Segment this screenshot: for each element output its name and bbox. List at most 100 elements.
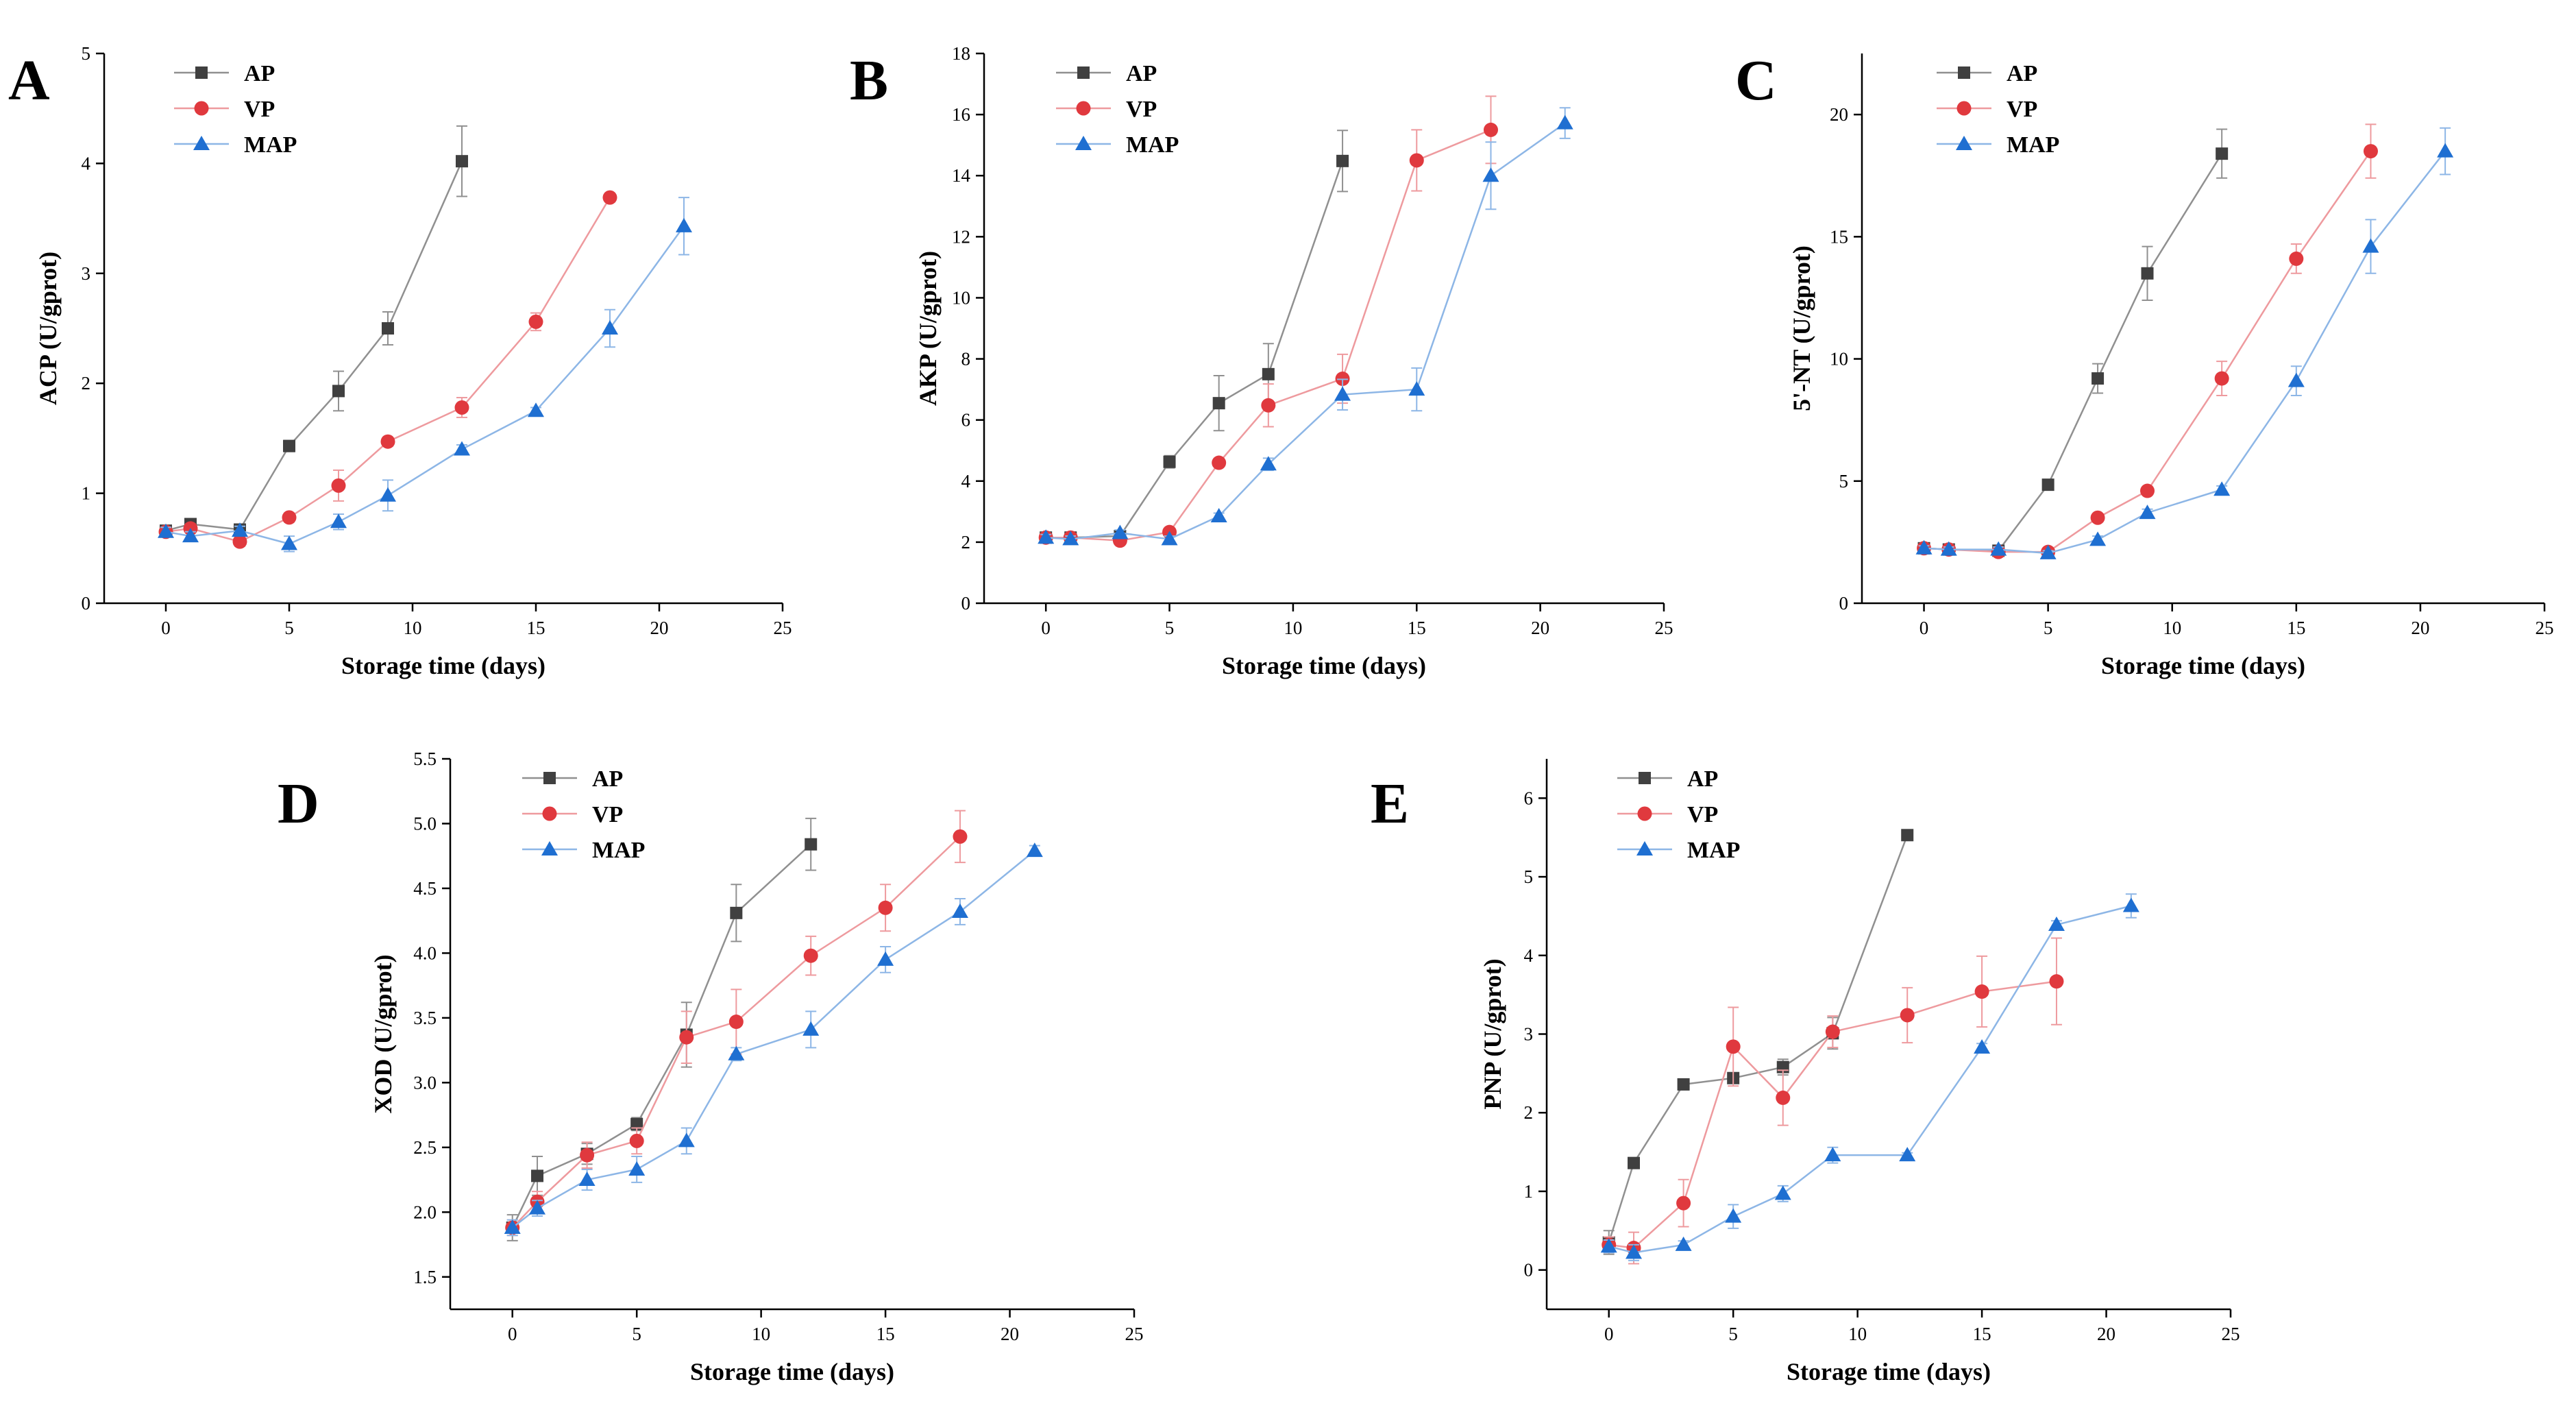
panel-d-ap-line — [511, 843, 812, 1228]
panel-d-map-point — [877, 951, 894, 966]
panel-c-vp-point — [2289, 251, 2304, 266]
panel-b-x-tick-label: 25 — [1655, 618, 1673, 638]
panel-b-x-tick-label: 15 — [1408, 618, 1426, 638]
panel-b-vp-point — [1261, 398, 1276, 413]
panel-a-map-line — [165, 226, 685, 545]
panel-c-ap-point — [2216, 147, 2229, 160]
panel-a-map-point — [380, 487, 396, 502]
panel-c-map-point — [2287, 372, 2305, 387]
panel-b-series-vp — [1038, 95, 1498, 548]
panel-d-legend-label-ap: AP — [592, 766, 623, 792]
panel-a-x-tick-label: 25 — [774, 618, 792, 638]
panel-a-map-point — [454, 441, 470, 456]
panel-d-map-point — [504, 1219, 521, 1234]
panel-a-legend: AP VP MAP — [174, 61, 297, 158]
panel-e-series-map — [1600, 893, 2139, 1261]
panel-c-x-tick-label: 20 — [2411, 618, 2429, 638]
panel-d-y-tick-label: 2.0 — [413, 1202, 437, 1222]
panel-b-y-axis-title: AKP (U/gprot) — [914, 251, 942, 406]
panel-b-map-point — [1210, 508, 1227, 523]
panel-a-map-point — [528, 402, 544, 417]
panel-c-map-point — [2213, 481, 2231, 496]
panel-c-x-tick-label: 0 — [1919, 618, 1929, 638]
panel-a-y-tick-label: 0 — [82, 593, 91, 614]
panel-a-map-point — [281, 535, 297, 550]
panel-e-map-line — [1608, 905, 2132, 1254]
panel-b-x-axis-title: Storage time (days) — [1222, 652, 1426, 679]
panel-e-x-tick-label: 0 — [1604, 1324, 1614, 1344]
panel-d-x-tick-label: 0 — [508, 1324, 517, 1344]
panel-e-x-tick-label: 20 — [2097, 1324, 2115, 1344]
panel-b-series-map — [1038, 107, 1573, 546]
panel-a-vp-point — [331, 478, 346, 493]
panel-d-vp-point — [803, 948, 818, 963]
panel-c-y-tick-label: 0 — [1839, 593, 1849, 614]
panel-c-map-line — [1924, 150, 2446, 555]
panel-c-series-vp — [1917, 123, 2378, 559]
panel-e-ap-line — [1608, 834, 1909, 1243]
panel-a-series-map — [158, 197, 692, 553]
panel-a-vp-point — [282, 510, 297, 525]
panel-c-ap-point — [2092, 372, 2105, 385]
panel-a-ap-line — [165, 160, 463, 532]
panel-d-vp-point — [679, 1030, 694, 1045]
panel-a-ap-point — [456, 155, 468, 168]
panel-e-vp-point — [1676, 1195, 1691, 1211]
panel-d-vp-point — [878, 900, 893, 915]
panel-b-legend-marker-vp — [1076, 101, 1091, 116]
panel-e-ap-point — [1628, 1156, 1641, 1169]
panel-b-x-tick-label: 10 — [1284, 618, 1302, 638]
panel-b: 0 5 10 15 20 25 0 2 4 6 8 10 12 14 16 18 Storage time (d… — [850, 43, 1673, 679]
panel-e-vp-point — [1726, 1039, 1741, 1054]
panel-e-x-tick-label: 10 — [1848, 1324, 1867, 1344]
panel-e-letter: E — [1371, 772, 1409, 836]
panel-c-y-tick-label: 15 — [1830, 226, 1848, 247]
panel-c-y-tick-label: 10 — [1830, 349, 1848, 369]
panel-a-y-tick-label: 3 — [82, 263, 91, 284]
panel-c-vp-point — [2090, 510, 2105, 525]
panel-b-series-ap — [1040, 130, 1349, 544]
panel-c-map-point — [1915, 539, 1933, 555]
panel-d-legend-label-vp: VP — [592, 802, 623, 827]
panel-c-map-point — [2362, 238, 2379, 253]
panel-a-ap-point — [283, 439, 295, 452]
panel-b-map-point — [1408, 381, 1425, 396]
panel-b-legend-label-ap: AP — [1126, 61, 1157, 86]
panel-b-map-line — [1046, 122, 1566, 540]
panel-c-x-tick-label: 25 — [2536, 618, 2554, 638]
panel-d-series-ap — [506, 817, 818, 1241]
panel-b-vp-point — [1212, 455, 1227, 470]
panel-a-vp-point — [454, 400, 469, 415]
panel-a-y-tick-label: 2 — [82, 373, 91, 393]
panel-b-map-point — [1260, 456, 1277, 471]
panel-d-y-tick-label: 5.0 — [413, 813, 437, 834]
panel-a-vp-point — [602, 190, 617, 205]
panel-b-y-tick-label: 12 — [952, 226, 970, 247]
panel-d-legend-label-map: MAP — [592, 838, 645, 863]
panel-a-map-point — [232, 522, 248, 537]
panel-d-map-line — [511, 850, 1035, 1228]
panel-c-series-ap — [1917, 128, 2229, 557]
panel-d-map-point — [728, 1045, 745, 1060]
panel-b-vp-line — [1046, 129, 1491, 542]
panel-b-ap-line — [1046, 160, 1344, 539]
panel-d-map-point — [802, 1021, 820, 1036]
panel-d-x-axis-title: Storage time (days) — [690, 1358, 894, 1385]
panel-e-y-tick-label: 3 — [1524, 1024, 1534, 1045]
panel-a-map-point — [330, 513, 347, 529]
panel-d-legend-marker-ap — [543, 772, 556, 784]
panel-a-map-point — [158, 523, 174, 538]
panel-c-y-axis-title: 5'-NT (U/gprot) — [1788, 245, 1815, 411]
panel-b-map-point — [1112, 524, 1129, 539]
panel-e-map-point — [1626, 1244, 1643, 1259]
panel-b-y-tick-label: 0 — [961, 593, 971, 614]
panel-e-map-point — [1725, 1208, 1742, 1223]
panel-e: 0 5 10 15 20 25 0 1 2 3 4 5 6 Storage time (days) PNP … — [1371, 759, 2240, 1385]
panel-b-legend-label-map: MAP — [1126, 132, 1179, 158]
panel-c-x-axis-title: Storage time (days) — [2101, 652, 2305, 679]
panel-b-y-tick-label: 10 — [952, 287, 970, 308]
panel-e-y-axis-title: PNP (U/gprot) — [1479, 958, 1506, 1109]
panel-e-vp-point — [1974, 984, 1989, 999]
panel-a-series-vp — [158, 190, 617, 549]
panel-c-x-tick-label: 5 — [2044, 618, 2053, 638]
